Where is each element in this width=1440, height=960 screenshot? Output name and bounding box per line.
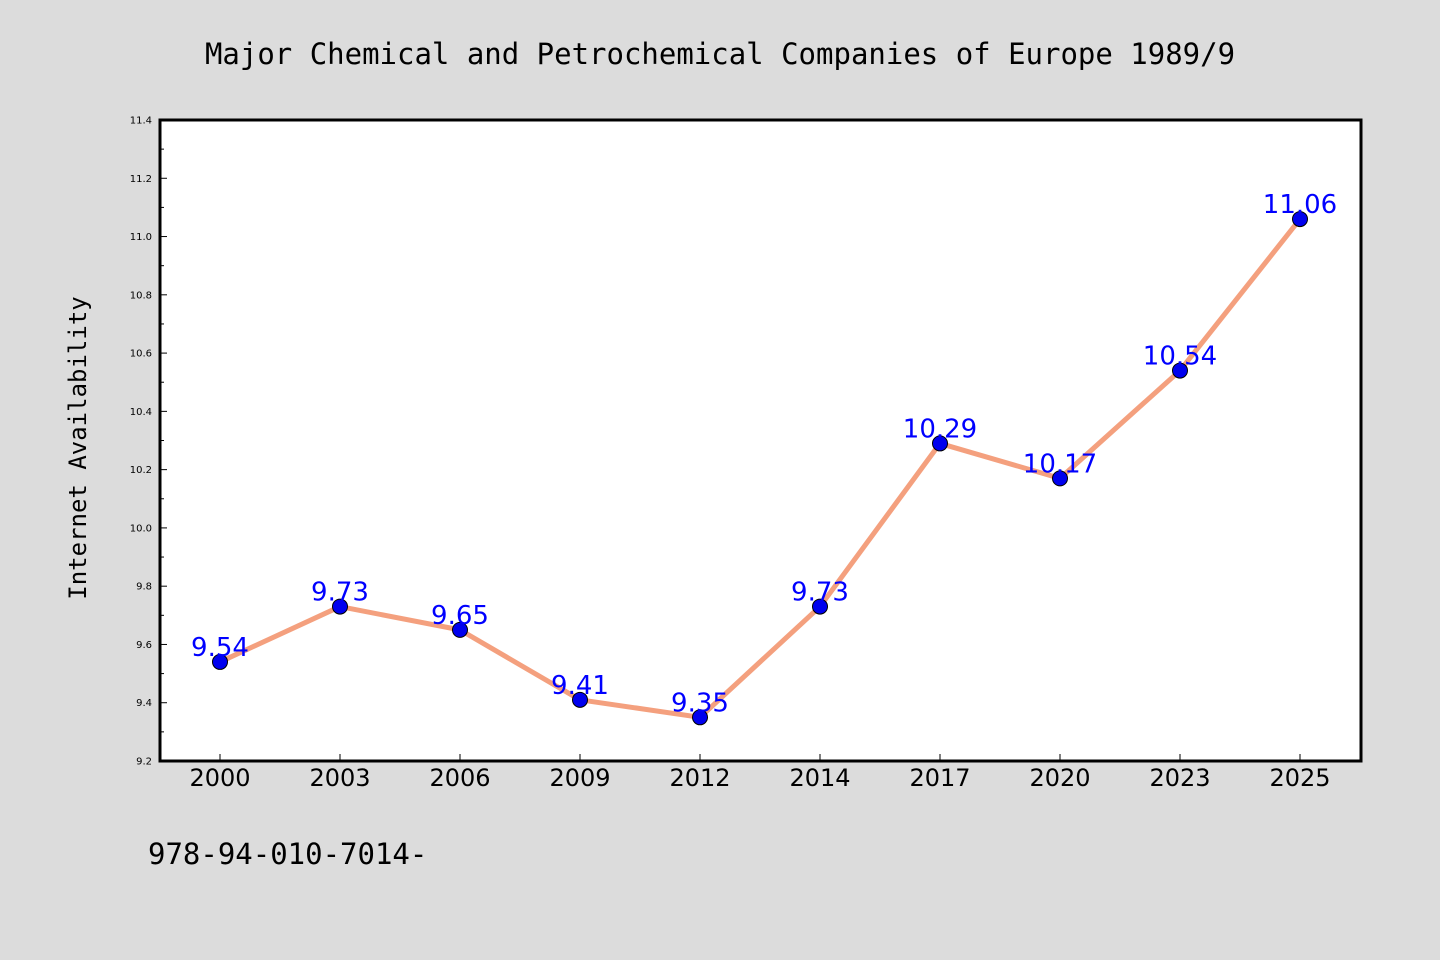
x-tick-label: 2006 <box>429 764 490 792</box>
data-label: 9.35 <box>671 688 729 718</box>
y-tick-label: 10.6 <box>130 349 152 360</box>
x-tick-label: 2017 <box>909 764 970 792</box>
x-tick-label: 2009 <box>549 764 610 792</box>
data-point-marker <box>692 709 708 726</box>
chart-title: Major Chemical and Petrochemical Compani… <box>205 37 1235 71</box>
data-label: 9.73 <box>791 578 849 608</box>
data-labels: 9.54 9.73 9.65 9.41 9.35 9.73 10.29 10.17 10.54 1… <box>191 190 1337 718</box>
data-point-marker <box>212 653 228 670</box>
data-point-marker <box>812 598 828 615</box>
y-axis-label: Internet Availability <box>64 296 92 599</box>
x-tick-label: 2012 <box>669 764 730 792</box>
data-label: 10.29 <box>903 414 977 444</box>
data-point-marker <box>1052 470 1068 487</box>
series-line <box>217 216 1303 720</box>
y-tick-label: 9.6 <box>136 640 152 651</box>
data-label: 9.41 <box>551 671 609 701</box>
data-point-marker <box>332 598 348 615</box>
footnote-isbn: 978-94-010-7014- <box>148 837 427 871</box>
y-tick-label: 10.2 <box>130 465 152 476</box>
x-tick-label: 2014 <box>789 764 850 792</box>
data-label: 9.54 <box>191 633 249 663</box>
x-tick-label: 2023 <box>1149 764 1210 792</box>
axis-ticks: 9.2 9.4 9.6 9.8 10.0 10.2 10.4 10.6 10.8 11.0 11.2… <box>130 116 1331 793</box>
data-point-marker <box>452 621 468 638</box>
data-label: 9.65 <box>431 601 489 631</box>
y-tick-label: 10.0 <box>130 523 152 534</box>
y-tick-label: 11.4 <box>130 116 152 127</box>
y-tick-label: 9.4 <box>136 698 152 709</box>
data-label: 9.73 <box>311 578 369 608</box>
data-label: 11.06 <box>1263 190 1337 220</box>
y-tick-label: 9.8 <box>136 582 152 593</box>
plot-area <box>160 120 1361 761</box>
y-tick-label: 10.8 <box>130 290 152 301</box>
x-tick-label: 2025 <box>1269 764 1330 792</box>
y-tick-label: 11.0 <box>130 232 152 243</box>
series-line-layer <box>217 216 1303 720</box>
y-tick-label: 9.2 <box>136 757 152 768</box>
data-point-marker <box>572 691 588 708</box>
data-point-marker <box>932 435 948 452</box>
data-point-marker <box>1172 362 1188 379</box>
data-label: 10.54 <box>1143 342 1217 372</box>
data-label: 10.17 <box>1023 449 1097 479</box>
x-tick-label: 2020 <box>1029 764 1090 792</box>
plot-frame <box>158 118 1363 763</box>
x-tick-label: 2000 <box>189 764 250 792</box>
data-point-marker <box>1292 211 1308 228</box>
x-tick-label: 2003 <box>309 764 370 792</box>
y-tick-label: 10.4 <box>130 407 152 418</box>
series-markers <box>212 211 1308 726</box>
y-tick-label: 11.2 <box>130 174 152 185</box>
